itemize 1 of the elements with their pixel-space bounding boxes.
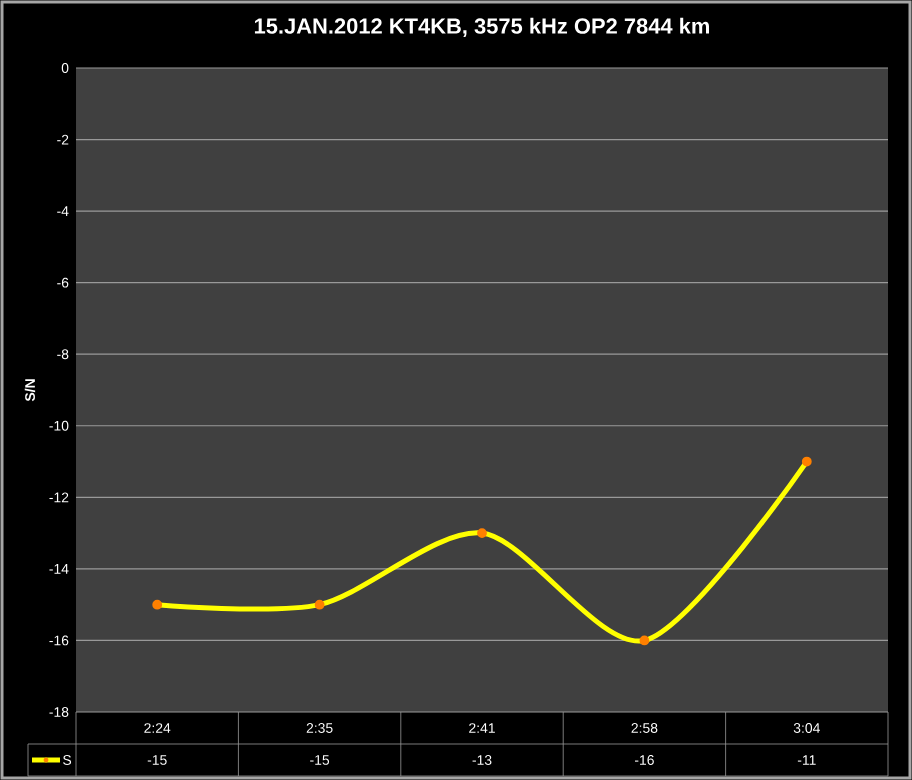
chart-title: 15.JAN.2012 KT4KB, 3575 kHz OP2 7844 km [254, 17, 709, 38]
